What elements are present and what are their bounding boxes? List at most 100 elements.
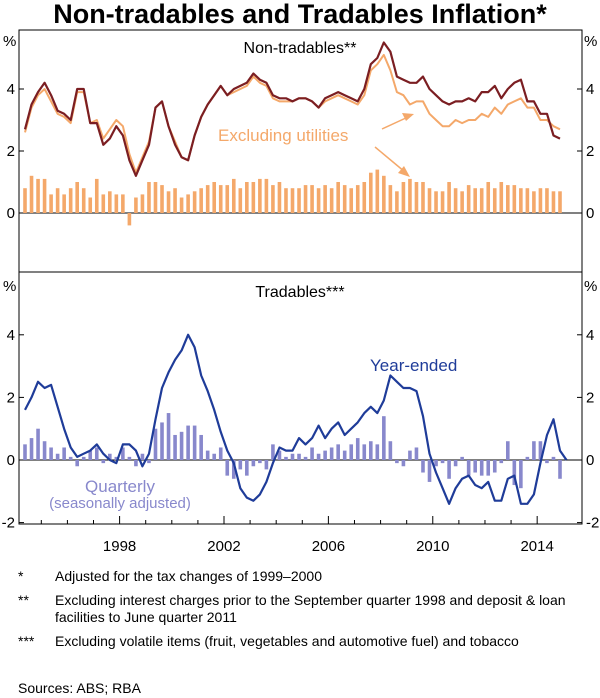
non-tradables-bars bbox=[23, 169, 562, 226]
non-tradables-quarterly-bar bbox=[421, 182, 425, 213]
tradables-quarterly-bar bbox=[94, 447, 99, 460]
non-tradables-quarterly-bar bbox=[545, 188, 549, 213]
non-tradables-quarterly-bar bbox=[68, 188, 73, 213]
tradables-quarterly-bar bbox=[245, 460, 249, 476]
tradables-quarterly-bar bbox=[388, 441, 393, 460]
non-tradables-quarterly-bar bbox=[558, 191, 562, 213]
non-tradables-quarterly-bar bbox=[316, 188, 321, 213]
non-tradables-quarterly-bar bbox=[55, 188, 60, 213]
non-tradables-quarterly-bar bbox=[179, 197, 184, 213]
plot-frame bbox=[18, 29, 583, 525]
tradables-quarterly-bar bbox=[421, 460, 425, 473]
non-tradables-quarterly-bar bbox=[499, 182, 504, 213]
tradables-quarterly-bar bbox=[140, 453, 145, 460]
utilities-arrow-line-1 bbox=[381, 116, 409, 130]
non-tradables-quarterly-bar bbox=[310, 185, 314, 213]
non-tradables-quarterly-bar bbox=[225, 185, 230, 213]
non-tradables-quarterly-bar bbox=[251, 182, 256, 213]
tradables-quarterly-bar bbox=[173, 434, 177, 460]
tradables-quarterly-bar bbox=[368, 441, 373, 460]
non-tradables-quarterly-bar bbox=[186, 194, 190, 213]
tradables-quarterly-bar bbox=[108, 453, 112, 460]
utilities-arrow-head-2 bbox=[398, 166, 410, 177]
non-tradables-quarterly-bar bbox=[551, 191, 556, 213]
non-tradables-quarterly-bar bbox=[264, 178, 269, 213]
tradables-quarterly-bar bbox=[395, 460, 399, 464]
non-tradables-quarterly-bar bbox=[538, 188, 543, 213]
sources: Sources: ABS; RBA bbox=[18, 680, 141, 696]
non-tradables-quarterly-bar bbox=[36, 178, 40, 213]
tradables-quarterly-bar bbox=[316, 453, 321, 460]
non-tradables-quarterly-bar bbox=[297, 188, 301, 213]
tradables-quarterly-bar bbox=[486, 460, 491, 476]
tradables-quarterly-bar bbox=[75, 460, 79, 467]
tradables-quarterly-bar bbox=[447, 460, 451, 479]
tradables-quarterly-bar bbox=[258, 460, 262, 464]
tradables-quarterly-bar bbox=[238, 460, 243, 470]
non-tradables-quarterly-bar bbox=[519, 188, 523, 213]
non-tradables-quarterly-bar bbox=[42, 178, 47, 213]
non-tradables-quarterly-bar bbox=[401, 182, 406, 213]
tradables-quarterly-bar bbox=[277, 450, 282, 460]
non-tradables-quarterly-bar bbox=[440, 191, 445, 213]
tradables-quarterly-bar bbox=[199, 434, 203, 460]
non-tradables-quarterly-bar bbox=[62, 194, 66, 213]
non-tradables-quarterly-bar bbox=[303, 185, 308, 213]
non-tradables-quarterly-bar bbox=[388, 185, 393, 213]
tradables-quarterly-bar bbox=[342, 450, 347, 460]
utilities-arrow-line-2 bbox=[374, 146, 406, 173]
tradables-quarterly-bar bbox=[460, 456, 464, 460]
footnote-mark: * bbox=[18, 568, 24, 584]
tradables-quarterly-bar bbox=[349, 444, 354, 460]
non-tradables-quarterly-bar bbox=[199, 188, 203, 213]
tradables-quarterly-bar bbox=[401, 460, 406, 467]
x-tick-label: 2010 bbox=[416, 538, 449, 555]
tradables-quarterly-bar bbox=[49, 447, 53, 460]
tradables-quarterly-bar bbox=[29, 438, 34, 460]
tradables-quarterly-bar bbox=[551, 456, 556, 460]
tradables-quarterly-bar bbox=[479, 460, 484, 476]
non-tradables-quarterly-bar bbox=[29, 175, 34, 213]
tradables-quarterly-bar bbox=[284, 456, 288, 460]
tradables-quarterly-bar bbox=[355, 438, 360, 460]
non-tradables-quarterly-bar bbox=[336, 182, 340, 213]
non-tradables-quarterly-bar bbox=[23, 188, 27, 213]
tradables-quarterly-bar bbox=[336, 444, 340, 460]
non-tradables-quarterly-bar bbox=[238, 188, 243, 213]
tradables-quarterly-bar bbox=[525, 456, 530, 460]
tradables-quarterly-bar bbox=[506, 441, 510, 460]
tradables-quarterly-bar bbox=[186, 425, 190, 460]
tradables-quarterly-bar bbox=[264, 460, 269, 470]
non-tradables-quarterly-bar bbox=[525, 188, 530, 213]
non-tradables-quarterly-bar bbox=[486, 182, 491, 213]
non-tradables-quarterly-bar bbox=[205, 185, 210, 213]
chart-figure: % % % % 0 0 2 2 4 4 -2 -2 0 0 2 2 4 4 1998 2002 2006 201… bbox=[2, 29, 599, 555]
y-tick-label-left: 4 bbox=[7, 81, 15, 98]
y-tick-label-left: 0 bbox=[7, 452, 15, 469]
non-tradables-quarterly-bar bbox=[460, 191, 464, 213]
tradables-quarterly-bar bbox=[36, 428, 40, 460]
tradables-quarterly-bar bbox=[231, 460, 236, 479]
y-tick-label-right: 2 bbox=[586, 143, 594, 160]
footnote-mark: ** bbox=[18, 592, 29, 608]
non-tradables-quarterly-bar bbox=[121, 194, 125, 213]
tradables-quarterly-bar bbox=[42, 441, 47, 460]
non-tradables-quarterly-bar bbox=[271, 185, 275, 213]
non-tradables-quarterly-bar bbox=[427, 188, 432, 213]
non-tradables-quarterly-bar bbox=[368, 172, 373, 213]
non-tradables-quarterly-bar bbox=[532, 191, 536, 213]
non-tradables-quarterly-bar bbox=[166, 191, 171, 213]
quarterly-label: Quarterly bbox=[85, 477, 155, 496]
non-tradables-quarterly-bar bbox=[355, 185, 360, 213]
tradables-quarterly-bar bbox=[88, 450, 93, 460]
tradables-quarterly-bar bbox=[440, 460, 445, 464]
tradables-quarterly-bar bbox=[382, 416, 386, 460]
chart-title: Non-tradables and Tradables Inflation* bbox=[53, 0, 547, 29]
unit-label-top-right: % bbox=[584, 33, 597, 50]
tradables-quarterly-bar bbox=[545, 460, 549, 464]
non-tradables-quarterly-bar bbox=[512, 185, 517, 213]
non-tradables-quarterly-bar bbox=[473, 188, 477, 213]
tradables-quarterly-bar bbox=[453, 460, 458, 467]
non-tradables-quarterly-bar bbox=[414, 182, 419, 213]
y-tick-label-right: 4 bbox=[586, 327, 594, 344]
